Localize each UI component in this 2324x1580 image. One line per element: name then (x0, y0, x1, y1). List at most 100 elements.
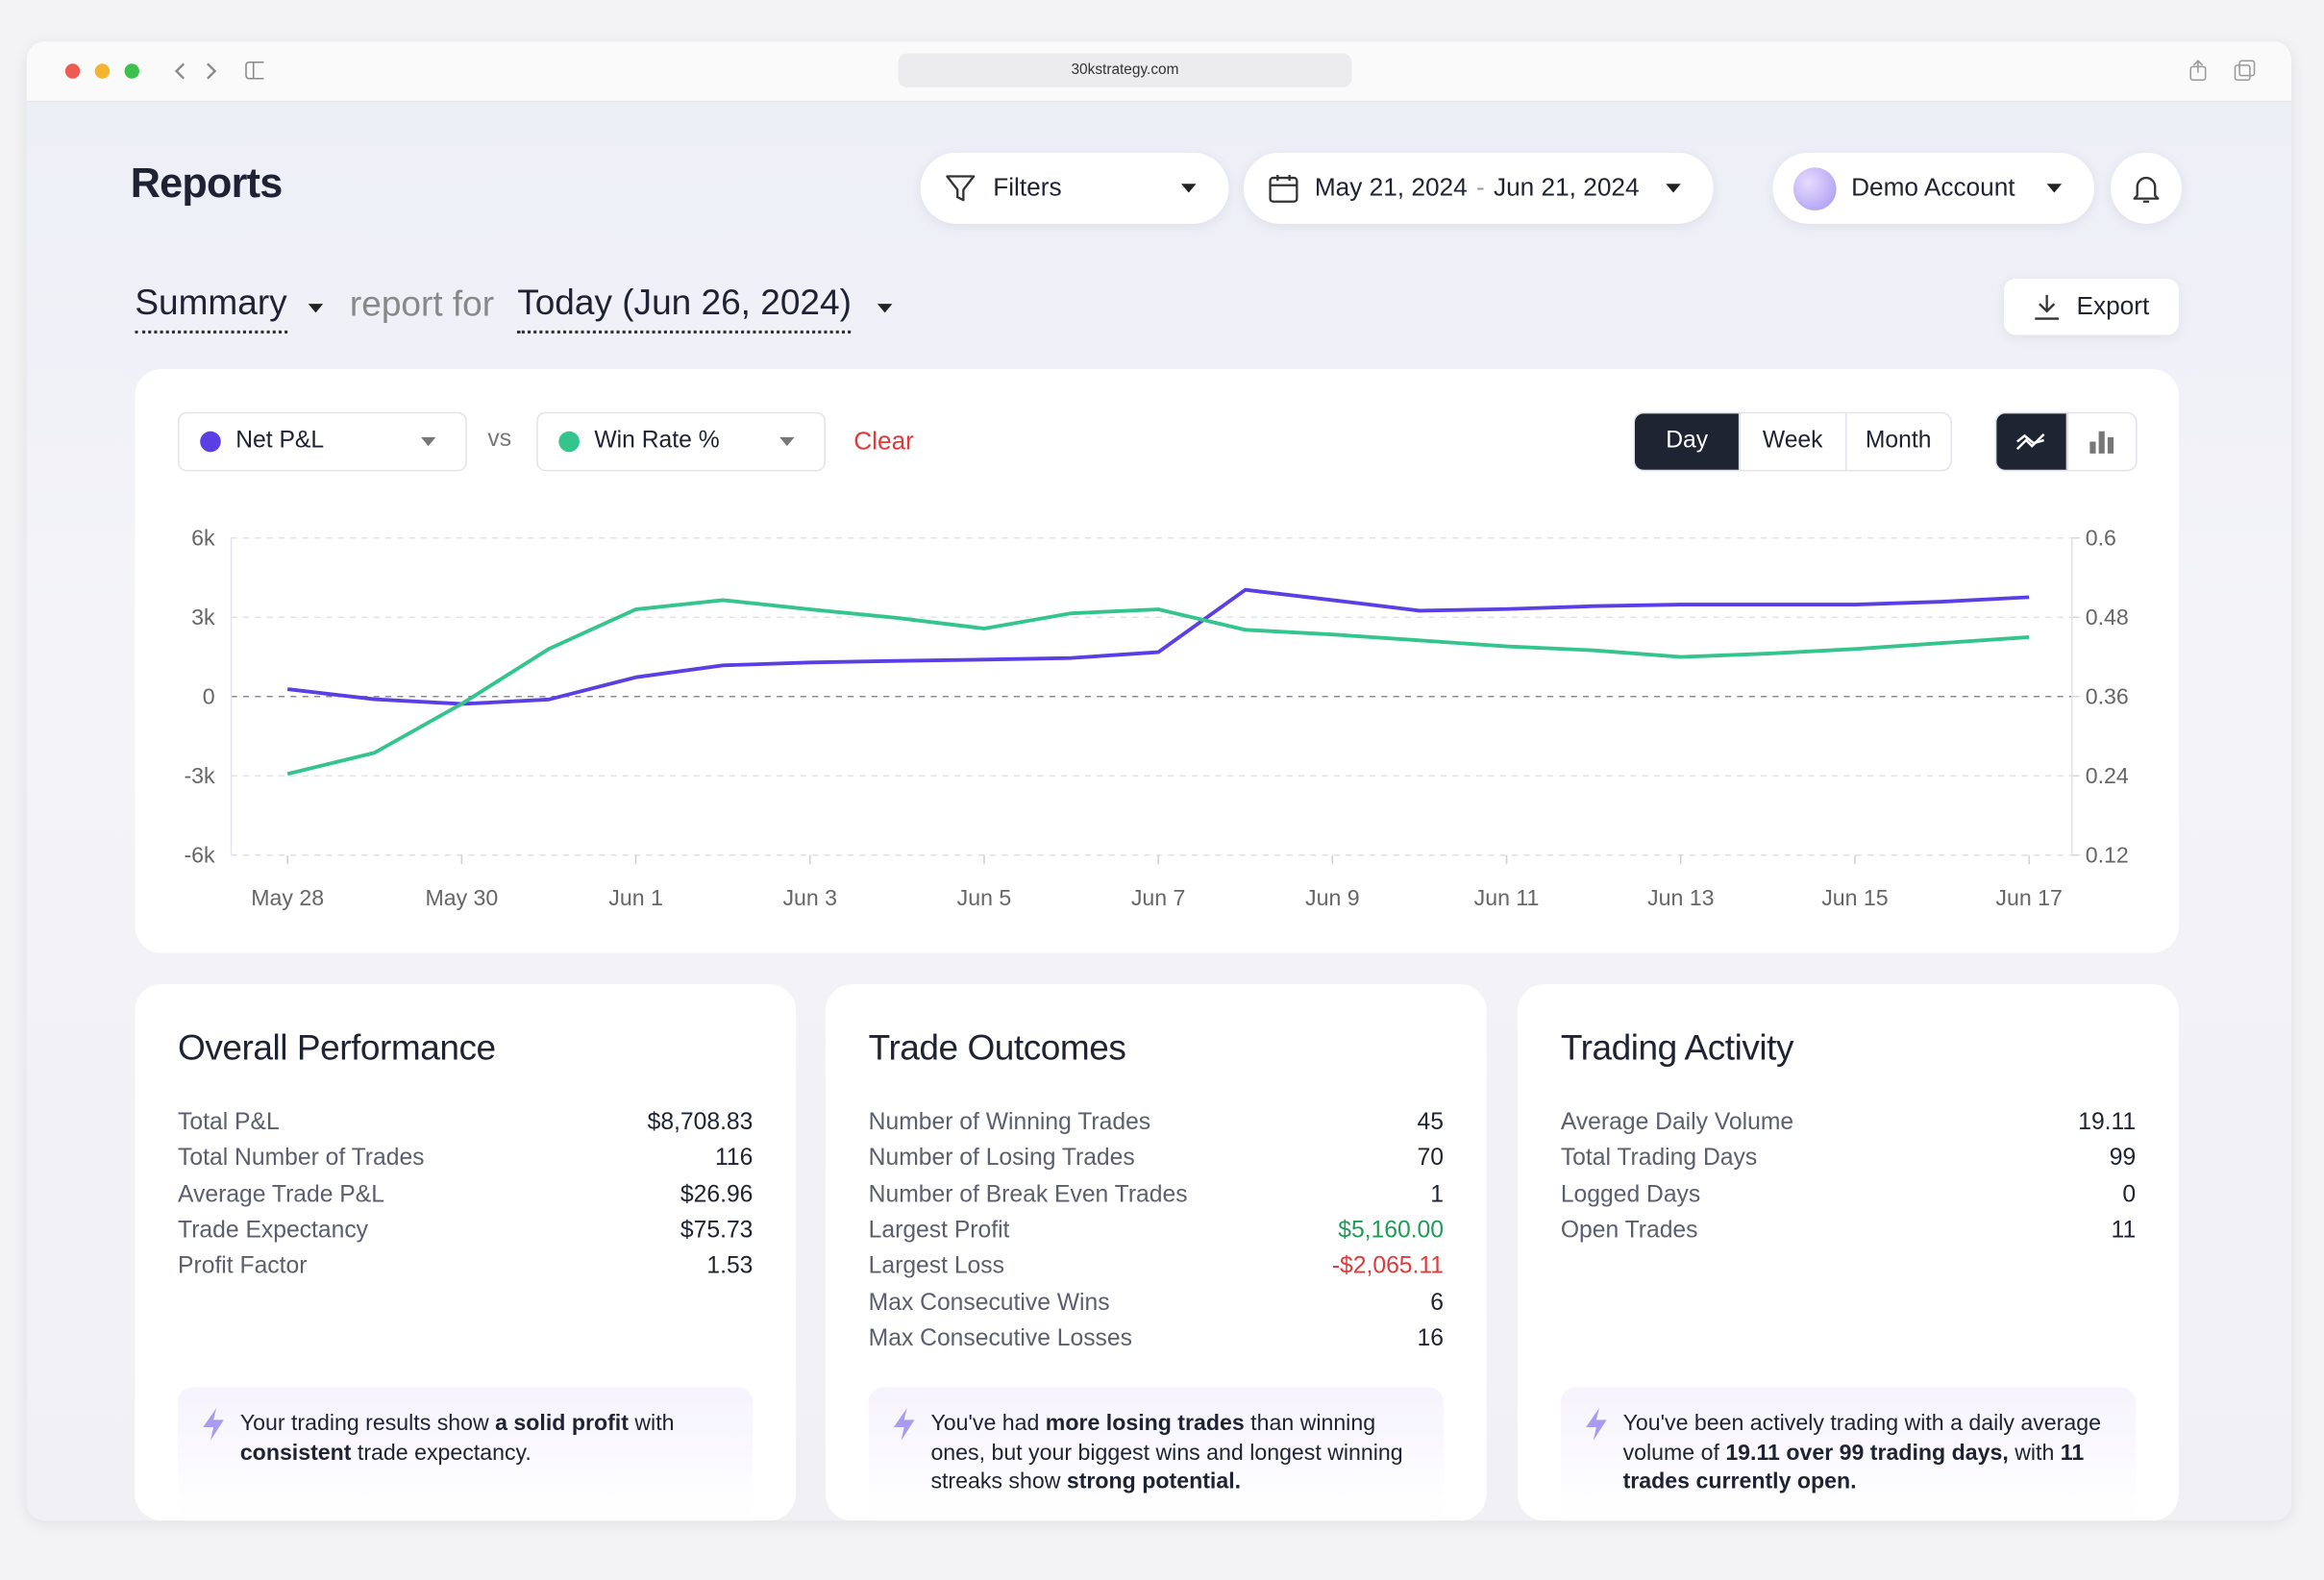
x-tick-label: May 28 (251, 885, 324, 910)
x-tick-label: Jun 5 (957, 885, 1012, 910)
stat-value: -$2,065.11 (1331, 1253, 1445, 1280)
bolt-shape (1586, 1407, 1607, 1441)
legend-label: Win Rate % (594, 428, 720, 454)
date-end: Jun 21, 2024 (1493, 173, 1640, 202)
bar-chart-button[interactable] (2066, 413, 2136, 470)
report-period-dropdown[interactable]: Today (Jun 26, 2024) (517, 284, 852, 333)
address-bar[interactable]: 30kstrategy.com (898, 53, 1352, 87)
stat-label: Number of Break Even Trades (868, 1181, 1188, 1208)
bolt-icon (1586, 1407, 1607, 1441)
legend-swatch (558, 431, 580, 453)
stat-value: 116 (715, 1146, 754, 1172)
browser-toolbar: 30kstrategy.com (26, 41, 2292, 103)
download-icon (2035, 294, 2059, 320)
stat-label: Max Consecutive Losses (868, 1325, 1132, 1352)
period-option[interactable]: Month (1865, 428, 1932, 454)
y-tick-label: 6k (191, 525, 215, 550)
filters-dropdown[interactable]: Filters (920, 152, 1229, 224)
y2-tick-label: 0.24 (2086, 763, 2129, 788)
stat-value: 11 (2111, 1218, 2137, 1244)
insight-box: You've had more losing trades than winni… (868, 1387, 1445, 1521)
report-period: Today (Jun 26, 2024) (517, 283, 852, 324)
legend-swatch (200, 431, 221, 453)
export-label: Export (2076, 291, 2150, 321)
stat-label: Max Consecutive Wins (868, 1290, 1110, 1316)
caret (420, 436, 436, 447)
stat-value: $26.96 (680, 1181, 754, 1208)
stat-row: Number of Break Even Trades 1 (869, 1182, 1444, 1218)
insight-text: You've been actively trading with a dail… (1623, 1410, 2115, 1496)
y2-tick-label: 0.36 (2086, 683, 2129, 708)
zoom-button[interactable] (124, 63, 139, 79)
stat-value: 19.11 (2078, 1110, 2137, 1136)
date-start: May 21, 2024 (1314, 173, 1468, 202)
report-type-dropdown[interactable]: Summary (135, 283, 287, 333)
insight-part: more losing trades (1045, 1411, 1245, 1437)
nav-icons[interactable] (172, 60, 264, 84)
series-line (286, 598, 2030, 777)
share-tabs-icons[interactable] (2188, 60, 2262, 84)
insight-part: trade expectancy. (351, 1440, 532, 1466)
date-range-picker[interactable]: May 21, 2024 - Jun 21, 2024 (1243, 152, 1714, 224)
stat-row: Number of Winning Trades 45 (869, 1110, 1444, 1146)
period-option[interactable]: Day (1634, 413, 1741, 470)
caret (1666, 184, 1681, 193)
stat-label: Open Trades (1560, 1218, 1698, 1244)
stat-label: Logged Days (1560, 1181, 1701, 1208)
stat-label: Number of Winning Trades (868, 1110, 1151, 1136)
insight-text: You've had more losing trades than winni… (930, 1410, 1422, 1496)
report-connector: report for (349, 284, 495, 325)
stat-value: 16 (1417, 1325, 1445, 1352)
period-option[interactable]: Week (1741, 413, 1846, 470)
stat-value: $75.73 (680, 1218, 754, 1244)
series-selector[interactable]: Net P&L (178, 411, 467, 472)
card-title: Overall Performance (178, 1028, 496, 1069)
line-chart-button[interactable] (1996, 413, 2067, 470)
clear-button[interactable]: Clear (853, 427, 914, 456)
stat-row: Average Daily Volume 19.11 (1561, 1110, 2136, 1146)
stat-card: Overall Performance Total P&L $8,708.83 Tot… (135, 983, 797, 1521)
stat-label: Largest Profit (868, 1218, 1010, 1244)
stat-row: Max Consecutive Losses 16 (869, 1326, 1444, 1362)
caret (308, 304, 324, 313)
calendar-icon (1269, 174, 1298, 203)
minimize-button[interactable] (94, 63, 111, 79)
period-toggle: Day Week Month (1633, 411, 1952, 472)
insight-part: 19.11 over 99 trading days, (1725, 1440, 2009, 1466)
stat-card: Trade Outcomes Number of Winning Trades 45… (825, 983, 1487, 1521)
x-tick-label: Jun 1 (608, 885, 663, 910)
avatar (1792, 166, 1837, 210)
stat-row: Average Trade P&L $26.96 (178, 1182, 753, 1218)
page-title: Reports (130, 160, 284, 207)
series-selector[interactable]: Win Rate % (536, 411, 826, 472)
y2-tick-label: 0.48 (2086, 605, 2129, 630)
stat-label: Profit Factor (178, 1253, 308, 1280)
insight-part: 11 trades currently open. (1622, 1440, 2085, 1494)
stat-label: Trade Expectancy (178, 1218, 368, 1244)
close-button[interactable] (64, 63, 81, 79)
insight-part: consistent (239, 1440, 352, 1466)
stat-value: 1.53 (706, 1253, 754, 1280)
x-tick-label: Jun 9 (1305, 885, 1360, 910)
bolt-shape (893, 1407, 915, 1441)
y-tick-label: -3k (184, 763, 215, 788)
notifications-button[interactable] (2110, 152, 2182, 224)
stat-row: Number of Losing Trades 70 (869, 1147, 1444, 1182)
stat-label: Largest Loss (868, 1253, 1004, 1280)
account-dropdown[interactable]: Demo Account (1772, 152, 2094, 224)
export-button[interactable]: Export (2003, 278, 2179, 335)
report-type: Summary (135, 283, 287, 324)
insight-part: than winning ones, but your biggest wins… (930, 1411, 1403, 1494)
x-tick-label: Jun 11 (1474, 885, 1540, 910)
x-tick-label: Jun 7 (1131, 885, 1186, 910)
insight-box: You've been actively trading with a dail… (1560, 1387, 2137, 1521)
date-separator: - (1475, 173, 1485, 202)
x-tick-label: Jun 3 (782, 885, 837, 910)
chart-type-toggle (1994, 411, 2138, 472)
stat-row: Open Trades 11 (1561, 1218, 2136, 1253)
stat-label: Total P&L (178, 1110, 280, 1136)
x-tick-label: May 30 (425, 885, 498, 910)
insight-part: with (628, 1411, 675, 1437)
